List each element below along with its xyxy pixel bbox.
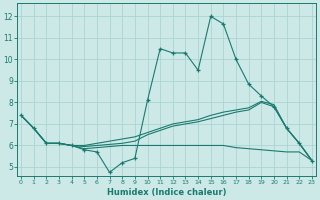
X-axis label: Humidex (Indice chaleur): Humidex (Indice chaleur): [107, 188, 226, 197]
